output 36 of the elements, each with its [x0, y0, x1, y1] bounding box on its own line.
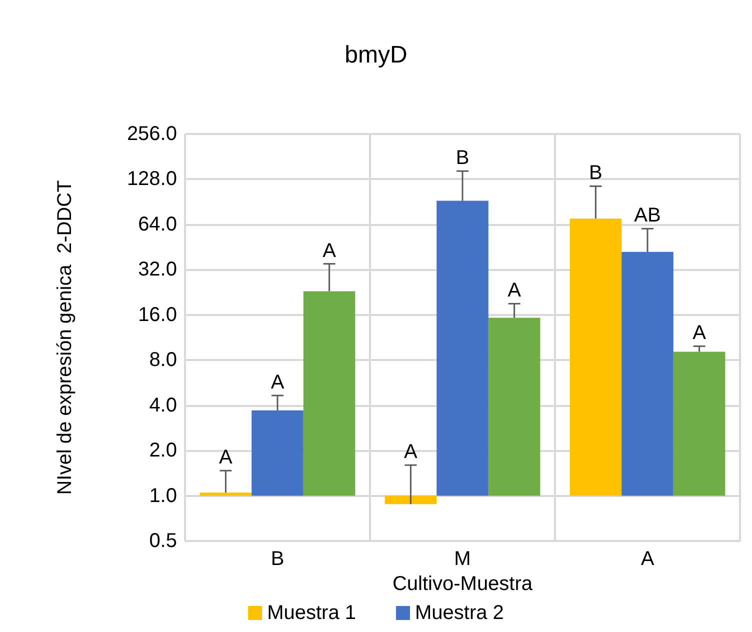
chart-title: bmyD — [344, 42, 408, 68]
bar — [436, 200, 488, 496]
x-axis-title: Cultivo-Muestra — [392, 572, 534, 595]
bar — [252, 410, 304, 496]
x-tick-label: M — [454, 548, 471, 570]
x-tick-label: A — [640, 548, 655, 570]
bar — [673, 352, 726, 496]
data-label: AB — [634, 204, 661, 227]
y-tick-label: 32.0 — [138, 258, 177, 281]
data-label: A — [322, 240, 337, 262]
y-tick-label: 0.5 — [149, 530, 177, 552]
bar — [384, 496, 437, 504]
legend-label: Muestra 1 — [267, 602, 356, 624]
data-label: B — [456, 147, 470, 170]
bar — [488, 318, 540, 496]
y-tick-label: 8.0 — [149, 349, 177, 372]
data-label: A — [270, 372, 285, 394]
bar — [200, 492, 252, 496]
bar — [303, 291, 356, 496]
data-label: B — [589, 162, 602, 184]
y-tick-label: 16.0 — [138, 304, 177, 326]
y-axis-title: NIvel de expresión genica 2-DDCT — [54, 180, 76, 495]
y-tick-label: 64.0 — [138, 213, 177, 236]
bar — [622, 252, 674, 496]
data-label: A — [508, 280, 522, 302]
y-tick-label: 256.0 — [126, 123, 177, 145]
y-tick-label: 2.0 — [149, 440, 177, 462]
data-label: A — [219, 446, 234, 469]
legend-label: Muestra 2 — [415, 602, 504, 624]
data-label: A — [692, 322, 707, 344]
x-tick-label: B — [270, 548, 284, 570]
bar — [570, 218, 622, 496]
data-label: A — [404, 441, 418, 464]
y-tick-label: 4.0 — [149, 394, 177, 416]
y-tick-label: 128.0 — [126, 168, 177, 190]
y-tick-label: 1.0 — [149, 484, 177, 507]
